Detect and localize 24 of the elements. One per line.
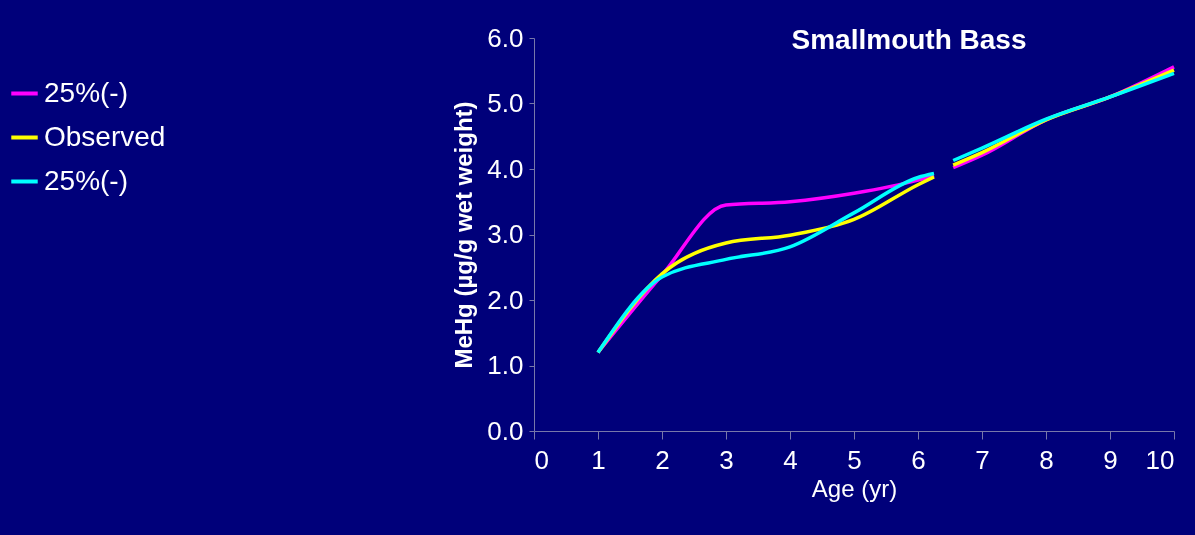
y-tick-label: 0.0 xyxy=(487,415,524,446)
x-tick-label: 4 xyxy=(783,444,798,475)
y-tick-label: 5.0 xyxy=(487,88,524,118)
y-tick-label: 4.0 xyxy=(487,153,524,184)
x-tick-label: 1 xyxy=(591,444,606,475)
x-tick-label: 3 xyxy=(719,444,734,475)
x-tick-label: 6 xyxy=(911,444,926,475)
y-tick-label: 1.0 xyxy=(487,350,524,380)
x-axis-title: Age (yr) xyxy=(811,474,898,502)
legend-label: 25%(-) xyxy=(44,164,129,196)
x-tick-label: 7 xyxy=(975,444,990,475)
y-tick-label: 3.0 xyxy=(487,219,524,249)
legend-label: 25%(-) xyxy=(44,76,129,108)
x-tick-label: 8 xyxy=(1039,444,1054,475)
x-tick-label: 10 xyxy=(1145,444,1175,475)
y-axis-title: MeHg (µg/g wet weight) xyxy=(450,101,478,369)
x-tick-label: 0 xyxy=(534,444,549,475)
legend-label: Observed xyxy=(44,120,166,152)
y-tick-label: 6.0 xyxy=(487,22,524,53)
y-tick-label: 2.0 xyxy=(487,284,524,315)
x-tick-label: 2 xyxy=(655,444,670,475)
chart-title: Smallmouth Bass xyxy=(791,24,1027,55)
x-tick-label: 9 xyxy=(1103,444,1118,475)
x-tick-label: 5 xyxy=(847,444,862,475)
